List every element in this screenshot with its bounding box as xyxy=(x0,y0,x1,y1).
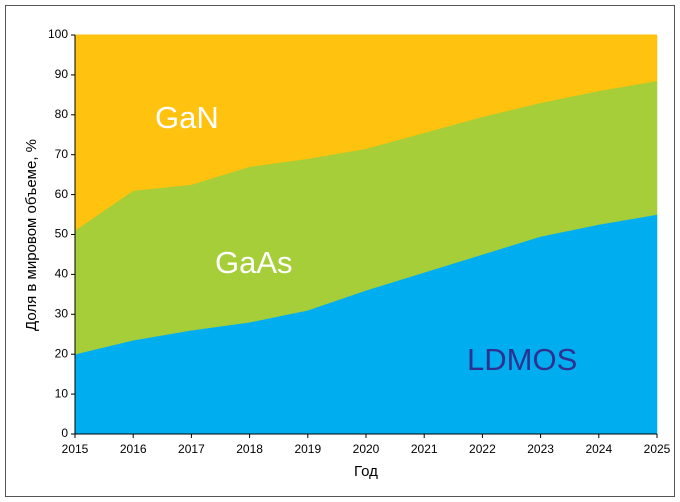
x-tick-label: 2022 xyxy=(469,442,496,456)
x-tick-label: 2020 xyxy=(353,442,380,456)
x-tick-label: 2024 xyxy=(585,442,612,456)
x-axis-label: Год xyxy=(354,463,378,480)
x-tick-label: 2025 xyxy=(644,442,671,456)
y-tick-label: 10 xyxy=(55,386,69,400)
x-tick-label: 2016 xyxy=(120,442,147,456)
x-tick-label: 2019 xyxy=(294,442,321,456)
y-axis-label: Доля в мировом объеме, % xyxy=(23,139,40,331)
y-tick-label: 0 xyxy=(61,426,68,440)
y-tick-label: 20 xyxy=(55,346,69,360)
y-tick-label: 90 xyxy=(55,67,69,81)
x-tick-label: 2018 xyxy=(236,442,263,456)
series-label: GaAs xyxy=(215,245,293,280)
y-tick-label: 70 xyxy=(55,147,69,161)
frame xyxy=(5,5,675,497)
y-tick-label: 100 xyxy=(48,27,68,41)
series-label: LDMOS xyxy=(467,342,577,377)
y-tick-label: 60 xyxy=(55,187,69,201)
y-tick-label: 40 xyxy=(55,267,69,281)
x-tick-label: 2023 xyxy=(527,442,554,456)
series-label: GaN xyxy=(155,100,219,135)
x-tick-label: 2021 xyxy=(411,442,438,456)
x-tick-label: 2015 xyxy=(62,442,89,456)
x-tick-label: 2017 xyxy=(178,442,205,456)
y-tick-label: 50 xyxy=(55,227,69,241)
y-tick-label: 80 xyxy=(55,107,69,121)
y-tick-label: 30 xyxy=(55,306,69,320)
